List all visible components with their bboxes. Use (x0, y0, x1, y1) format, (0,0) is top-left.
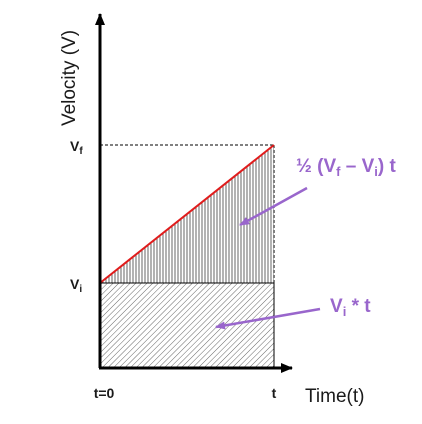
rectangle-area (99, 282, 275, 369)
t-tick-label: t (272, 385, 277, 401)
triangle-area-label: ½ (Vf – Vi) t (296, 156, 397, 179)
vf-tick-label: Vf (70, 138, 83, 157)
rectangle-annotation-arrow (215, 307, 321, 330)
y-axis-title: Velocity (V) (59, 30, 80, 126)
rectangle-area-label: Vi * t (330, 296, 371, 319)
vi-tick-label: Vi (70, 276, 82, 295)
triangle-annotation-arrow (239, 186, 308, 227)
t0-tick-label: t=0 (94, 385, 115, 401)
velocity-line (99, 144, 275, 284)
x-axis-title: Time(t) (305, 386, 364, 407)
